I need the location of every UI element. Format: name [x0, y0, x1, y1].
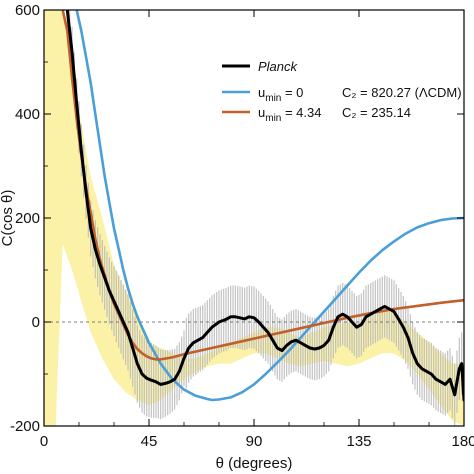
series-line-lcdm — [75, 10, 464, 402]
y-tick-label: 400 — [15, 106, 40, 123]
x-tick-label: 90 — [246, 433, 263, 450]
y-tick-label: 0 — [32, 314, 40, 331]
y-tick-label: 200 — [15, 210, 40, 227]
series-line-planck — [65, 10, 464, 402]
legend-label-planck: Planck — [258, 59, 299, 74]
band-layer — [44, 10, 464, 426]
x-tick-label: 45 — [141, 433, 158, 450]
legend-label-umin434: umin = 4.34 — [258, 105, 321, 124]
legend: Planck umin = 0 C₂ = 820.27 (ΛCDM) umin = 4… — [222, 59, 462, 124]
legend-value-lcdm: C₂ = 820.27 (ΛCDM) — [342, 85, 462, 100]
x-axis-label: θ (degrees) — [216, 455, 293, 472]
series-layer — [61, 10, 464, 402]
y-axis-label: C(cos θ) — [0, 190, 16, 247]
legend-value-umin434: C₂ = 235.14 — [342, 105, 411, 120]
x-tick-label: 180 — [451, 433, 474, 450]
series-line-umin434 — [61, 10, 464, 361]
x-tick-label: 0 — [40, 433, 48, 450]
variance-band — [44, 10, 464, 426]
x-tick-label: 135 — [346, 433, 371, 450]
legend-label-lcdm: umin = 0 — [258, 85, 303, 104]
y-tick-label: -200 — [10, 418, 40, 435]
y-tick-label: 600 — [15, 2, 40, 19]
